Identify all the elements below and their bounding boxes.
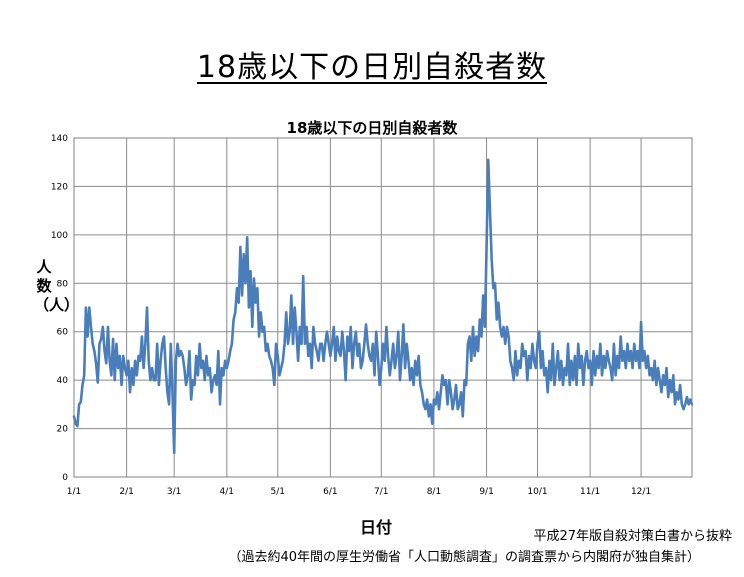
grid <box>73 137 692 478</box>
x-tick-label: 12/1 <box>631 487 651 497</box>
x-tick-label: 7/1 <box>374 487 388 497</box>
x-tick-label: 9/1 <box>479 487 493 497</box>
x-tick-label: 10/1 <box>527 487 547 497</box>
x-tick-label: 1/1 <box>67 487 81 497</box>
source-detail: （過去約40年間の厚生労働省「人口動態調査」の調査票から内閣府が独自集計） <box>228 550 700 565</box>
x-tick-label: 2/1 <box>119 487 133 497</box>
plot-frame <box>73 137 693 478</box>
source-note: 平成27年版自殺対策白書から抜粋 <box>533 529 732 544</box>
y-tick-label: 20 <box>57 425 69 435</box>
tick-labels: 0 20 40 60 80 100 120 140 1/1 2/1 3/1 4/1 5/1 6/1 7/1 8… <box>51 134 651 497</box>
series-layer <box>72 158 694 455</box>
y-tick-label: 140 <box>51 134 68 144</box>
y-tick-label: 100 <box>51 231 68 241</box>
y-tick-label: 80 <box>57 279 69 289</box>
chart-title: 18歳以下の日別自殺者数 <box>286 119 458 137</box>
x-tick-label: 6/1 <box>323 487 337 497</box>
series-line-daily-suicides <box>72 158 694 455</box>
y-tick-label: 120 <box>51 182 68 192</box>
x-tick-label: 5/1 <box>270 487 284 497</box>
y-tick-label: 40 <box>57 376 69 386</box>
x-tick-label: 11/1 <box>580 487 600 497</box>
x-tick-label: 8/1 <box>427 487 441 497</box>
y-tick-label: 60 <box>57 328 69 338</box>
x-tick-label: 3/1 <box>167 487 181 497</box>
y-tick-label: 0 <box>62 473 68 483</box>
page-title: 18歳以下の日別自殺者数 <box>196 50 548 85</box>
x-axis-label: 日付 <box>360 518 393 537</box>
x-tick-label: 4/1 <box>220 487 234 497</box>
